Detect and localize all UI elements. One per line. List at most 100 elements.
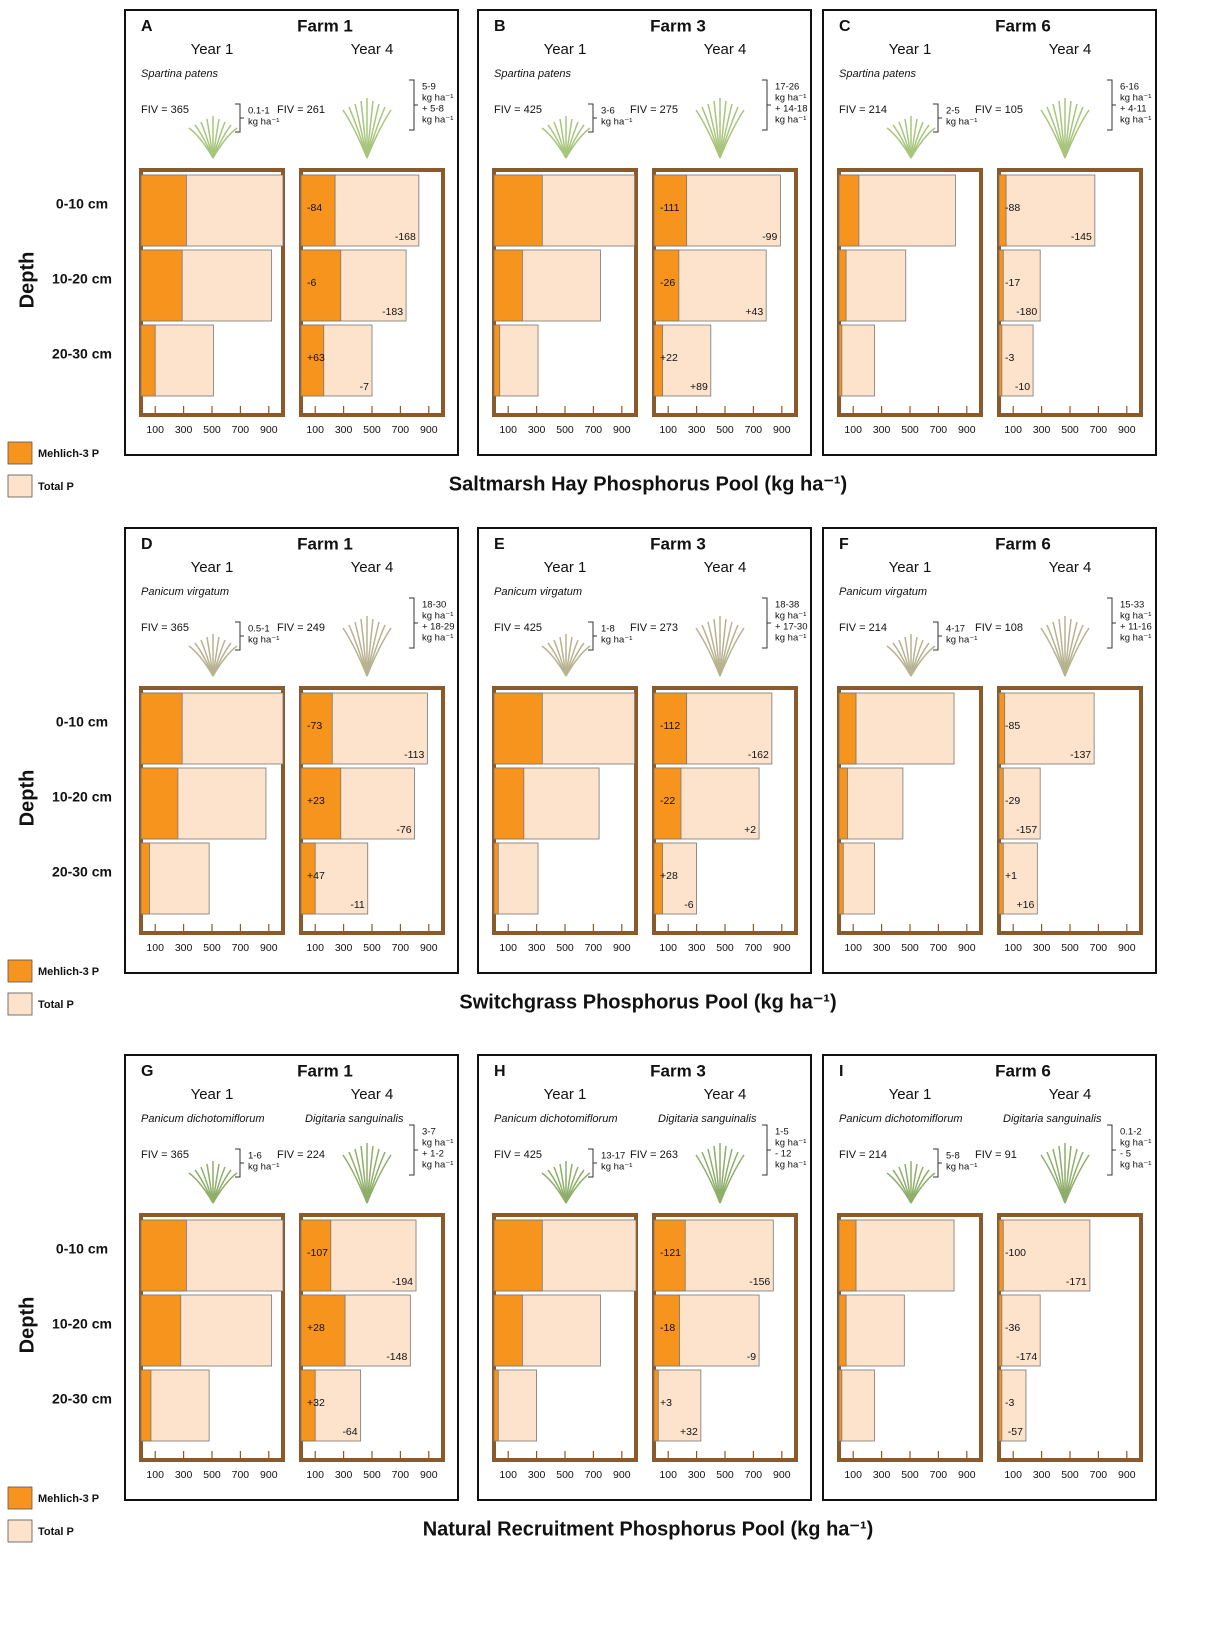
- mehlich3-bar: [141, 768, 178, 839]
- x-tick-label: 100: [1004, 424, 1022, 436]
- panel-letter: G: [141, 1063, 153, 1080]
- x-tick-label: 300: [335, 1469, 353, 1481]
- yield-label: 5-9: [422, 82, 436, 93]
- total-bar: [839, 1295, 904, 1366]
- total-change: -156: [749, 1276, 770, 1288]
- yield-label: kg ha⁻¹: [775, 633, 806, 644]
- depth-axis-label: Depth: [16, 770, 38, 827]
- x-tick-label: 700: [232, 942, 250, 954]
- total-change: -11: [350, 899, 365, 911]
- total-bar: [839, 1370, 875, 1441]
- yield-label: kg ha⁻¹: [775, 1138, 806, 1149]
- row-title: Saltmarsh Hay Phosphorus Pool (kg ha⁻¹): [449, 473, 847, 495]
- x-tick-label: 300: [873, 424, 891, 436]
- yield-label: kg ha⁻¹: [422, 1138, 453, 1149]
- x-tick-label: 900: [613, 424, 631, 436]
- x-tick-label: 100: [499, 1469, 517, 1481]
- mehlich3-change: +23: [307, 795, 325, 807]
- panel-letter: B: [494, 18, 506, 35]
- mehlich3-bar: [839, 768, 848, 839]
- legend-swatch: [8, 993, 32, 1015]
- yield-label: kg ha⁻¹: [775, 115, 806, 126]
- x-tick-label: 900: [260, 1469, 278, 1481]
- total-change: +89: [690, 381, 708, 393]
- plant-blade: [355, 1149, 367, 1203]
- plant-blade: [554, 640, 566, 676]
- panel-letter: E: [494, 536, 505, 553]
- x-tick-label: 300: [1033, 424, 1051, 436]
- x-tick-label: 100: [146, 1469, 164, 1481]
- yield-label: kg ha⁻¹: [1120, 115, 1151, 126]
- total-change: -57: [1008, 1426, 1023, 1438]
- year-label: Year 4: [1049, 41, 1092, 58]
- mehlich3-bar: [141, 1295, 181, 1366]
- yield-bracket: [409, 80, 418, 130]
- x-tick-label: 500: [901, 942, 919, 954]
- x-tick-label: 500: [203, 424, 221, 436]
- fiv: FIV = 214: [839, 622, 887, 634]
- x-tick-label: 700: [1090, 942, 1108, 954]
- year-label: Year 1: [544, 559, 587, 576]
- depth-label: 10-20 cm: [52, 271, 112, 287]
- legend-swatch: [8, 960, 32, 982]
- yield-label: + 11-16: [1120, 622, 1152, 633]
- yield-bracket: [1107, 1125, 1116, 1175]
- x-tick-label: 300: [528, 942, 546, 954]
- mehlich3-bar: [494, 1370, 498, 1441]
- legend-swatch: [8, 1520, 32, 1542]
- yield-label: 5-8: [946, 1151, 960, 1162]
- mehlich3-bar: [839, 1220, 856, 1291]
- total-change: -180: [1016, 306, 1037, 318]
- total-change: -171: [1066, 1276, 1087, 1288]
- year-label: Year 4: [704, 41, 747, 58]
- total-change: -137: [1070, 749, 1091, 761]
- x-tick-label: 300: [873, 1469, 891, 1481]
- mehlich3-bar: [999, 768, 1003, 839]
- plant-blade: [355, 622, 367, 676]
- yield-bracket: [409, 598, 418, 648]
- mehlich3-change: -36: [1005, 1322, 1020, 1334]
- yield-label: + 4-11: [1120, 104, 1147, 115]
- mehlich3-bar: [494, 768, 524, 839]
- yield-label: kg ha⁻¹: [946, 117, 977, 128]
- x-tick-label: 700: [585, 1469, 603, 1481]
- total-change: +16: [1017, 899, 1035, 911]
- year-label: Year 1: [191, 1086, 234, 1103]
- total-bar: [839, 250, 906, 321]
- mehlich3-bar: [494, 843, 498, 914]
- mehlich3-change: +47: [307, 870, 325, 882]
- panel-letter: I: [839, 1063, 843, 1080]
- fiv: FIV = 425: [494, 104, 542, 116]
- yield-label: 13-17: [601, 1151, 625, 1162]
- x-tick-label: 500: [203, 1469, 221, 1481]
- plant-blade: [1053, 104, 1065, 158]
- yield-label: 3-6: [601, 106, 615, 117]
- x-tick-label: 700: [392, 942, 410, 954]
- mehlich3-bar: [839, 1370, 842, 1441]
- mehlich3-change: -85: [1005, 720, 1020, 732]
- mehlich3-change: +28: [660, 870, 678, 882]
- x-tick-label: 100: [306, 424, 324, 436]
- yield-label: 3-7: [422, 1127, 436, 1138]
- x-tick-label: 900: [1118, 1469, 1136, 1481]
- mehlich3-change: -3: [1005, 352, 1014, 364]
- fiv: FIV = 91: [975, 1149, 1017, 1161]
- total-bar: [494, 1370, 537, 1441]
- x-tick-label: 500: [556, 942, 574, 954]
- species: Panicum dichotomiflorum: [839, 1113, 963, 1125]
- mehlich3-change: +28: [307, 1322, 325, 1334]
- panel-letter: H: [494, 1063, 506, 1080]
- x-tick-label: 300: [873, 942, 891, 954]
- total-change: -157: [1016, 824, 1037, 836]
- total-bar: [141, 843, 209, 914]
- mehlich3-change: -121: [660, 1247, 681, 1259]
- legend-swatch: [8, 475, 32, 497]
- x-tick-label: 700: [392, 424, 410, 436]
- x-tick-label: 300: [688, 424, 706, 436]
- mehlich3-change: +63: [307, 352, 325, 364]
- fiv: FIV = 365: [141, 104, 189, 116]
- x-tick-label: 900: [773, 1469, 791, 1481]
- x-tick-label: 500: [901, 424, 919, 436]
- mehlich3-bar: [141, 693, 182, 764]
- mehlich3-bar: [839, 693, 856, 764]
